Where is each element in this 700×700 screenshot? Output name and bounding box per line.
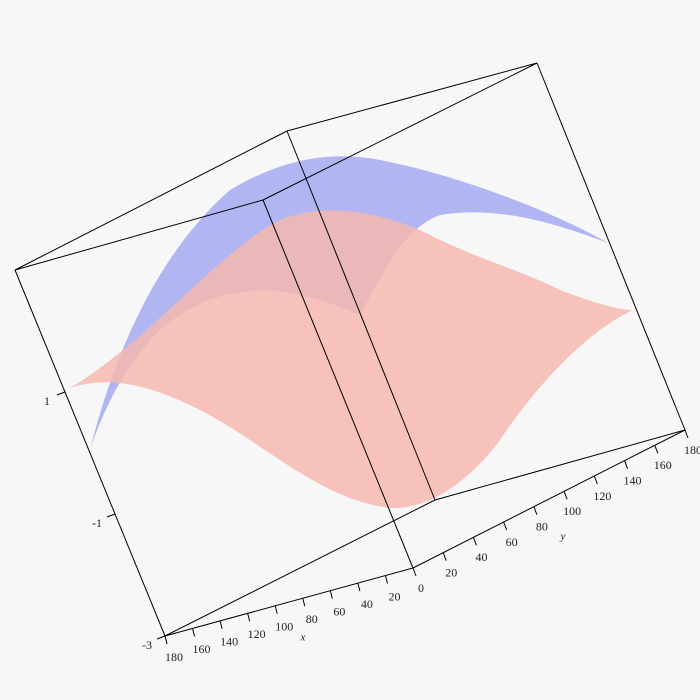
x-tick-label: 140: [220, 635, 238, 649]
y-tick-label: 0: [418, 581, 424, 595]
x-tick: [219, 620, 223, 630]
x-tick: [274, 605, 278, 614]
z-tick-label: 1: [44, 394, 50, 408]
x-tick: [357, 582, 361, 592]
x-tick: [302, 598, 306, 607]
x-tick: [247, 613, 251, 622]
y-tick-label: 60: [506, 535, 518, 549]
x-tick-label: 40: [361, 597, 373, 611]
y-tick-label: 20: [445, 565, 457, 579]
y-tick: [624, 460, 629, 469]
box-edge: [536, 62, 686, 431]
x-tick-label: 80: [306, 612, 318, 626]
x-tick-label: 160: [193, 642, 211, 656]
y-tick: [503, 521, 508, 531]
y-tick-label: 40: [475, 550, 487, 564]
box-edge: [14, 130, 288, 271]
z-tick-label: -3: [142, 638, 152, 652]
pink-surface: [70, 210, 633, 509]
z-tick-label: -1: [92, 516, 102, 530]
y-tick: [442, 552, 447, 561]
x-tick-label: 120: [248, 627, 266, 641]
box-edge: [14, 269, 166, 637]
y-tick: [533, 506, 538, 515]
box-edge: [434, 429, 686, 501]
y-tick: [412, 567, 417, 577]
y-tick: [684, 429, 689, 439]
box-edge: [412, 429, 686, 569]
x-tick-label: 60: [333, 604, 345, 618]
y-tick: [563, 491, 568, 500]
y-tick-label: 100: [563, 504, 581, 518]
x-tick-label: 20: [388, 589, 400, 603]
surfaces: [70, 156, 633, 509]
y-tick-label: 180: [684, 443, 700, 457]
x-tick-label: 100: [275, 620, 293, 634]
x-tick: [329, 590, 333, 599]
x-tick-label: 180: [165, 650, 183, 664]
y-axis-label: y: [560, 531, 566, 543]
box-edge: [286, 62, 538, 132]
y-tick: [593, 475, 598, 485]
y-tick-label: 120: [593, 489, 611, 503]
x-tick: [164, 635, 168, 645]
box-edge: [262, 62, 538, 201]
y-tick-label: 160: [654, 458, 672, 472]
y-tick-label: 140: [624, 473, 642, 487]
x-tick: [192, 628, 196, 637]
y-tick: [654, 445, 659, 454]
x-tick: [384, 575, 388, 584]
box-edge: [14, 199, 264, 271]
z-tick: [156, 635, 166, 640]
bounding-box: [14, 62, 686, 637]
box-edge: [164, 567, 414, 637]
box-edge: [262, 199, 414, 569]
box-edge: [164, 499, 436, 637]
z-tick: [106, 513, 116, 518]
z-tick: [56, 391, 66, 396]
y-tick: [472, 537, 477, 546]
y-tick-label: 80: [536, 519, 548, 533]
x-axis-label: x: [300, 632, 306, 644]
box-edge: [286, 130, 436, 501]
